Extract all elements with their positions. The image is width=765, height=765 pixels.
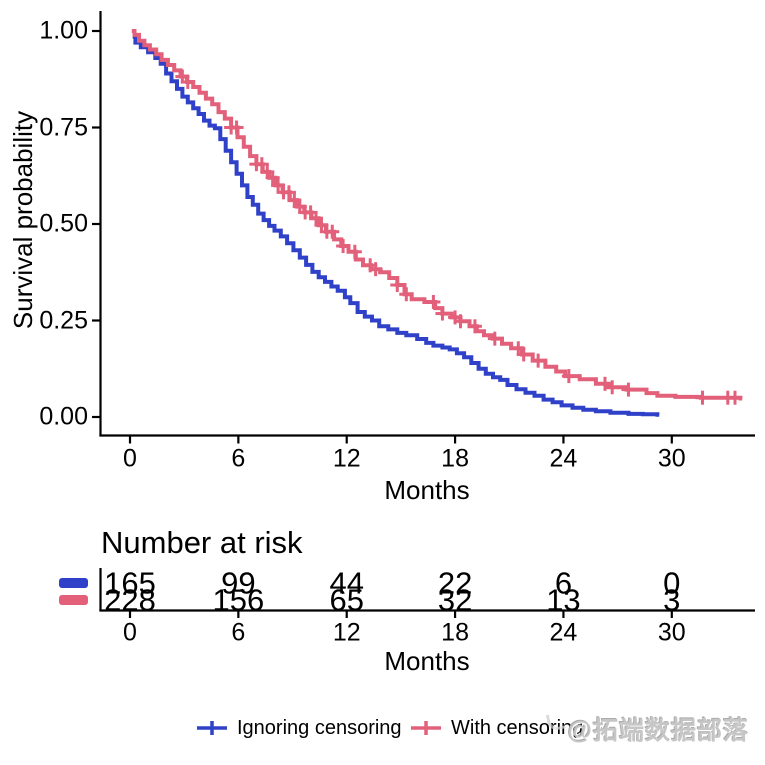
risk-count-with-t18: 32	[437, 582, 473, 618]
survival-curve-with-censoring	[131, 29, 743, 401]
x-tick-label-0: 0	[123, 444, 137, 473]
risk-x-tick-label-12: 12	[332, 618, 361, 647]
risk-x-tick-label-30: 30	[657, 618, 686, 647]
x-tick-label-12: 12	[332, 444, 361, 473]
y-tick-label-0.00: 0.00	[39, 402, 88, 431]
risk-x-axis-title: Months	[384, 646, 470, 676]
risk-count-with-t30: 3	[663, 582, 681, 618]
x-tick-label-6: 6	[231, 444, 246, 473]
risk-count-ignoring-t30: 0	[663, 565, 681, 601]
legend-label-with-censoring: With censoring	[451, 716, 584, 739]
risk-x-tick-label-24: 24	[549, 618, 578, 647]
risk-count-ignoring-t6: 99	[221, 565, 256, 601]
risk-count-ignoring-t0: 165	[104, 565, 156, 601]
legend-item-ignoring-censoring: Ignoring censoring	[196, 712, 402, 744]
legend: Ignoring censoring With censoring	[0, 712, 765, 744]
risk-table-title: Number at risk	[101, 525, 303, 560]
y-tick-label-1.00: 1.00	[39, 16, 88, 45]
y-tick-label-0.50: 0.50	[39, 209, 88, 238]
x-tick-label-24: 24	[549, 444, 578, 473]
risk-count-ignoring-t12: 44	[329, 565, 364, 601]
risk-row-swatch	[59, 578, 88, 588]
legend-item-with-censoring: With censoring	[410, 712, 583, 744]
plus-line-symbol-blue	[197, 721, 227, 735]
x-axis-title: Months	[384, 475, 470, 505]
risk-count-with-t12: 65	[329, 582, 364, 618]
risk-x-tick-label-0: 0	[123, 618, 137, 647]
x-tick-label-30: 30	[657, 444, 686, 473]
risk-x-tick-label-6: 6	[231, 618, 246, 647]
risk-count-ignoring-t24: 6	[554, 565, 573, 601]
watermark: @拓端数据部落	[545, 711, 749, 747]
x-tick-label-18: 18	[441, 444, 469, 473]
risk-x-tick-label-18: 18	[441, 618, 469, 647]
y-tick-label-0.75: 0.75	[39, 113, 88, 141]
risk-count-with-t6: 156	[212, 582, 265, 618]
plus-line-symbol-pink	[411, 721, 441, 735]
risk-count-with-t24: 13	[546, 582, 581, 618]
y-tick-label-0.25: 0.25	[39, 306, 88, 334]
risk-count-with-t0: 228	[104, 582, 156, 618]
risk-row-swatch	[59, 595, 88, 605]
survival-curve-ignoring-censoring	[132, 34, 660, 417]
watermark-text: @拓端数据部落	[567, 717, 749, 745]
legend-label-ignoring-censoring: Ignoring censoring	[237, 716, 402, 739]
watermark-mark-icon	[545, 711, 566, 732]
risk-count-ignoring-t18: 22	[437, 565, 473, 601]
